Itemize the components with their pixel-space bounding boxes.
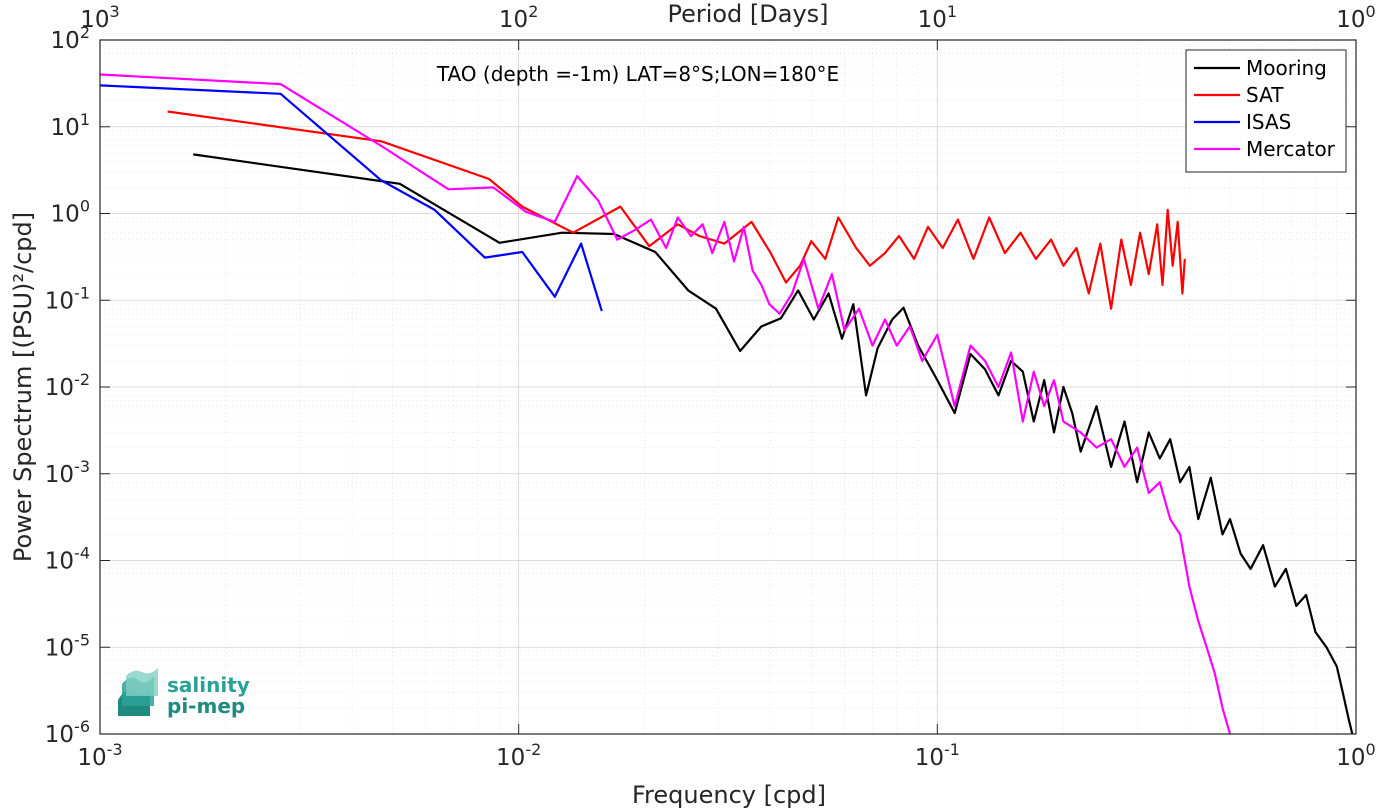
x2-axis-title: Period [Days] <box>667 0 828 28</box>
legend-label-isas: ISAS <box>1246 110 1291 134</box>
y-tick-base: 10 <box>45 375 74 401</box>
chart-title: TAO (depth =-1m) LAT=8°S;LON=180°E <box>436 62 839 86</box>
x2-tick-base: 10 <box>1336 7 1365 33</box>
x2-tick-label: 100 <box>1336 2 1375 33</box>
x2-tick-base: 10 <box>80 7 109 33</box>
x-tick-exp: 0 <box>1366 740 1376 759</box>
x2-tick-exp: 0 <box>1366 2 1376 21</box>
x2-tick-base: 10 <box>499 7 528 33</box>
x-tick-label: 10-3 <box>77 740 122 771</box>
x-tick-exp: -1 <box>944 740 960 759</box>
series-line-mercator <box>99 73 1232 735</box>
y-tick-label: 10-6 <box>45 717 90 748</box>
y-tick-label: 10-2 <box>45 370 90 401</box>
legend-box <box>1185 49 1347 173</box>
legend: Mooring SAT ISAS Mercator <box>1185 49 1347 173</box>
x-tick-base: 10 <box>915 745 944 771</box>
tick-marks <box>99 39 1357 735</box>
x2-tick-exp: 2 <box>528 2 538 21</box>
y-tick-base: 10 <box>51 28 80 54</box>
y-tick-exp: 1 <box>80 110 90 129</box>
x2-tick-label: 102 <box>499 2 538 33</box>
logo-line2: pi-mep <box>167 694 245 718</box>
y-tick-label: 102 <box>51 23 90 54</box>
y-tick-label: 10-3 <box>45 457 90 488</box>
y-axis-title: Power Spectrum [(PSU)²/cpd] <box>9 212 37 562</box>
x2-tick-exp: 3 <box>110 2 120 21</box>
wave-icon <box>118 668 158 716</box>
y-tick-exp: -4 <box>74 544 90 563</box>
y-tick-base: 10 <box>45 462 74 488</box>
y-tick-base: 10 <box>51 115 80 141</box>
y-tick-base: 10 <box>45 722 74 748</box>
y-tick-exp: 2 <box>80 23 90 42</box>
y-tick-label: 100 <box>51 197 90 228</box>
x2-tick-exp: 1 <box>947 2 957 21</box>
x2-tick-label: 101 <box>918 2 957 33</box>
y-tick-exp: -2 <box>74 370 90 389</box>
x-tick-exp: -3 <box>107 740 123 759</box>
x-tick-exp: -2 <box>525 740 541 759</box>
y-tick-exp: -1 <box>74 283 90 302</box>
x-tick-label: 100 <box>1336 740 1375 771</box>
x2-tick-base: 10 <box>918 7 947 33</box>
series-line-isas <box>99 84 603 312</box>
x-tick-base: 10 <box>77 745 106 771</box>
logo: salinity pi-mep <box>118 668 250 718</box>
x-tick-label: 10-1 <box>915 740 960 771</box>
y-tick-base: 10 <box>45 288 74 314</box>
y-tick-label: 10-1 <box>45 283 90 314</box>
y-tick-exp: -6 <box>74 717 90 736</box>
x-axis-title: Frequency [cpd] <box>632 781 826 809</box>
series-line-sat <box>167 110 1186 310</box>
legend-label-mercator: Mercator <box>1246 137 1336 161</box>
series-group <box>99 73 1354 735</box>
x-tick-base: 10 <box>496 745 525 771</box>
y-tick-exp: 0 <box>80 197 90 216</box>
y-tick-label: 10-5 <box>45 630 90 661</box>
y-tick-base: 10 <box>45 635 74 661</box>
legend-label-mooring: Mooring <box>1246 56 1327 80</box>
y-tick-exp: -5 <box>74 630 90 649</box>
x-tick-label: 10-2 <box>496 740 541 771</box>
y-tick-exp: -3 <box>74 457 90 476</box>
logo-line1: salinity <box>167 673 250 697</box>
y-tick-label: 10-4 <box>45 544 90 575</box>
x-tick-base: 10 <box>1336 745 1365 771</box>
legend-label-sat: SAT <box>1246 83 1284 107</box>
series-line-mooring <box>193 153 1354 735</box>
x2-tick-label: 103 <box>80 2 119 33</box>
y-tick-label: 101 <box>51 110 90 141</box>
y-tick-base: 10 <box>51 202 80 228</box>
y-tick-base: 10 <box>45 549 74 575</box>
